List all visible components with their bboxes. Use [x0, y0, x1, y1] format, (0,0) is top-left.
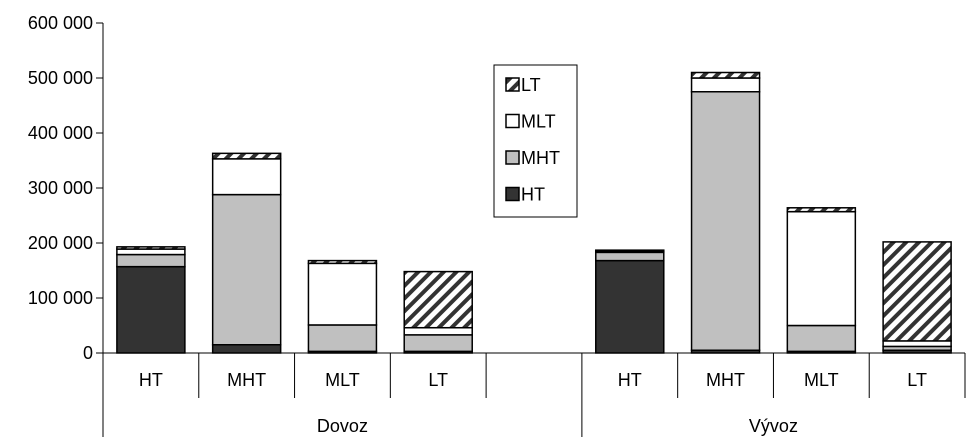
category-label: LT: [907, 370, 927, 390]
y-axis: 0 100 000 200 000 300 000 400 000 500 000 600 …: [28, 13, 104, 363]
bar-segment-lt: [403, 270, 473, 329]
bar-segment-mlt: [307, 262, 378, 326]
category-label: LT: [428, 370, 448, 390]
group-label: Vývoz: [749, 416, 798, 436]
bar-segment-mlt: [882, 340, 952, 348]
bar-segment-lt: [595, 249, 665, 252]
y-tick-label: 600 000: [28, 13, 93, 33]
y-tick-label: 200 000: [28, 233, 93, 253]
y-tick-label: 400 000: [28, 123, 93, 143]
bar-segment-mht: [116, 253, 186, 268]
bar-segment-mht: [595, 251, 665, 262]
bar-segment-ht: [595, 259, 665, 354]
bar-segment-ht: [116, 265, 186, 354]
bar-segment-mlt: [690, 77, 761, 93]
category-label: MHT: [706, 370, 745, 390]
legend-swatch-ht: [505, 186, 520, 202]
legend-label-lt: LT: [521, 75, 541, 95]
legend-swatch-mht: [505, 150, 520, 165]
legend-label-ht: HT: [521, 185, 545, 205]
bar-segment-lt: [307, 259, 378, 265]
legend-swatch-lt: [505, 77, 520, 92]
bar-segment-lt: [690, 71, 761, 79]
y-tick-label: 100 000: [28, 288, 93, 308]
y-tick-label: 0: [83, 343, 93, 363]
bars: [116, 71, 952, 354]
group-label: Dovoz: [317, 416, 368, 436]
category-label: MLT: [325, 370, 360, 390]
bar-segment-ht: [211, 344, 282, 354]
bar-segment-mht: [690, 91, 761, 351]
y-tick-label: 300 000: [28, 178, 93, 198]
legend-label-mlt: MLT: [521, 112, 556, 132]
category-label: MLT: [804, 370, 839, 390]
bar-segment-mht: [211, 193, 282, 346]
legend: LT MLT MHT HT: [493, 64, 578, 218]
category-label: HT: [618, 370, 642, 390]
category-label: HT: [139, 370, 163, 390]
bar-segment-mht: [307, 324, 378, 353]
y-tick-label: 500 000: [28, 68, 93, 88]
bar-segment-mlt: [211, 158, 282, 196]
bar-segment-lt: [211, 152, 282, 160]
x-axis: HT MHT MLT LT HT MHT MLT LT Dovoz Vývoz: [102, 352, 966, 437]
bar-segment-mht: [403, 334, 473, 353]
bar-segment-mht: [786, 324, 857, 353]
bar-segment-lt: [786, 207, 857, 213]
legend-label-mht: MHT: [521, 148, 560, 168]
bar-segment-mlt: [403, 326, 473, 336]
bar-segment-lt: [882, 241, 952, 342]
bar-segment-mlt: [786, 210, 857, 327]
bar-segment-lt: [116, 246, 186, 250]
legend-swatch-mlt: [505, 113, 520, 129]
bar-segment-mlt: [116, 248, 186, 256]
category-label: MHT: [227, 370, 266, 390]
